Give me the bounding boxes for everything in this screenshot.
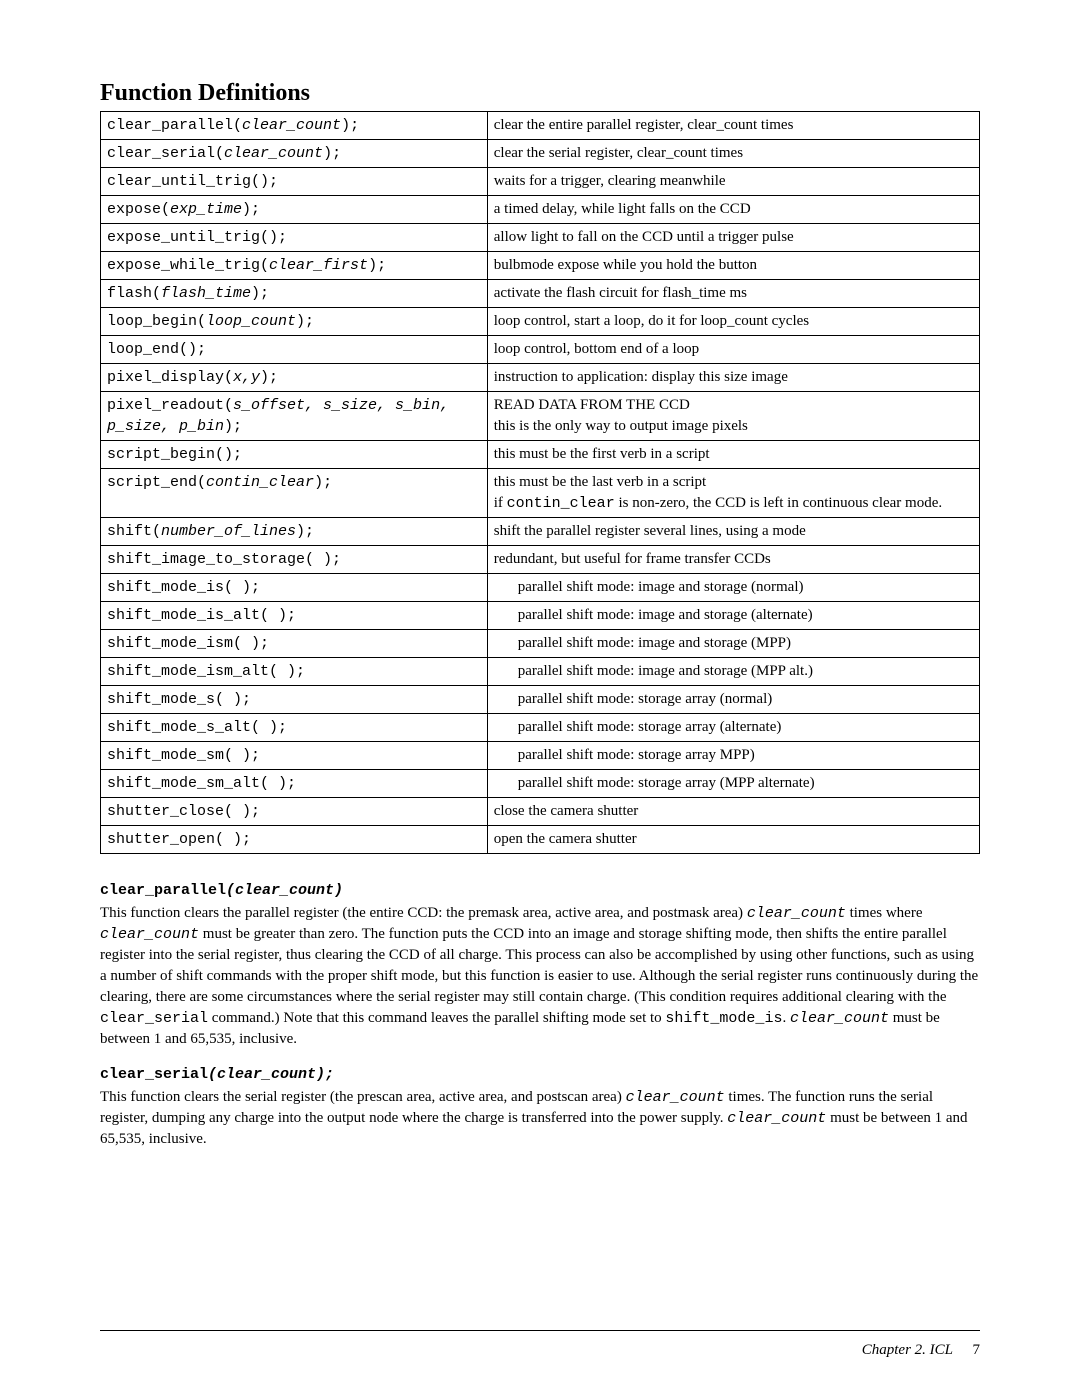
function-signature: shift_image_to_storage( ); — [101, 546, 488, 574]
section-heading: Function Definitions — [100, 80, 980, 107]
function-signature: pixel_readout(s_offset, s_size, s_bin, p… — [101, 392, 488, 441]
function-signature: loop_begin(loop_count); — [101, 308, 488, 336]
function-description: loop control, bottom end of a loop — [487, 336, 979, 364]
table-row: shift_mode_is_alt( );parallel shift mode… — [101, 602, 980, 630]
function-description: instruction to application: display this… — [487, 364, 979, 392]
function-signature: shutter_open( ); — [101, 826, 488, 854]
table-row: shutter_close( );close the camera shutte… — [101, 798, 980, 826]
function-description: open the camera shutter — [487, 826, 979, 854]
table-row: shift_mode_s( );parallel shift mode: sto… — [101, 686, 980, 714]
function-signature: shift_mode_ism( ); — [101, 630, 488, 658]
function-signature: loop_end(); — [101, 336, 488, 364]
function-signature: shift_mode_is( ); — [101, 574, 488, 602]
detail-title-func: clear_serial — [100, 1066, 208, 1083]
function-signature: shift_mode_sm( ); — [101, 742, 488, 770]
table-row: pixel_display(x,y);instruction to applic… — [101, 364, 980, 392]
function-signature: script_begin(); — [101, 441, 488, 469]
table-row: flash(flash_time);activate the flash cir… — [101, 280, 980, 308]
function-signature: clear_serial(clear_count); — [101, 140, 488, 168]
function-signature: shift_mode_sm_alt( ); — [101, 770, 488, 798]
function-description: bulbmode expose while you hold the butto… — [487, 252, 979, 280]
function-description: parallel shift mode: storage array MPP) — [487, 742, 979, 770]
table-row: clear_parallel(clear_count);clear the en… — [101, 112, 980, 140]
function-signature: shutter_close( ); — [101, 798, 488, 826]
function-description: close the camera shutter — [487, 798, 979, 826]
table-row: shift_mode_sm( );parallel shift mode: st… — [101, 742, 980, 770]
function-description: parallel shift mode: storage array (norm… — [487, 686, 979, 714]
function-signature: clear_until_trig(); — [101, 168, 488, 196]
table-row: shift_image_to_storage( );redundant, but… — [101, 546, 980, 574]
function-description: shift the parallel register several line… — [487, 518, 979, 546]
detail-clear-parallel: clear_parallel(clear_count) This functio… — [100, 882, 980, 1050]
table-row: clear_until_trig();waits for a trigger, … — [101, 168, 980, 196]
table-row: expose_until_trig();allow light to fall … — [101, 224, 980, 252]
footer-divider — [100, 1330, 980, 1331]
table-row: expose_while_trig(clear_first);bulbmode … — [101, 252, 980, 280]
function-description: parallel shift mode: storage array (MPP … — [487, 770, 979, 798]
function-description: redundant, but useful for frame transfer… — [487, 546, 979, 574]
table-row: shutter_open( );open the camera shutter — [101, 826, 980, 854]
function-signature: shift_mode_is_alt( ); — [101, 602, 488, 630]
table-row: shift_mode_is( );parallel shift mode: im… — [101, 574, 980, 602]
detail-clear-serial: clear_serial(clear_count); This function… — [100, 1066, 980, 1150]
function-description: this must be the first verb in a script — [487, 441, 979, 469]
table-row: script_begin();this must be the first ve… — [101, 441, 980, 469]
function-signature: expose_while_trig(clear_first); — [101, 252, 488, 280]
function-signature: pixel_display(x,y); — [101, 364, 488, 392]
table-row: script_end(contin_clear);this must be th… — [101, 469, 980, 518]
table-row: shift_mode_sm_alt( );parallel shift mode… — [101, 770, 980, 798]
detail-title: clear_parallel(clear_count) — [100, 882, 980, 899]
detail-title: clear_serial(clear_count); — [100, 1066, 980, 1083]
footer-chapter: Chapter 2. ICL — [862, 1342, 953, 1358]
function-signature: shift_mode_s_alt( ); — [101, 714, 488, 742]
function-signature: shift(number_of_lines); — [101, 518, 488, 546]
function-description: loop control, start a loop, do it for lo… — [487, 308, 979, 336]
function-signature: script_end(contin_clear); — [101, 469, 488, 518]
function-signature: flash(flash_time); — [101, 280, 488, 308]
function-description: a timed delay, while light falls on the … — [487, 196, 979, 224]
function-description: parallel shift mode: image and storage (… — [487, 574, 979, 602]
function-description: clear the entire parallel register, clea… — [487, 112, 979, 140]
function-signature: expose(exp_time); — [101, 196, 488, 224]
table-row: clear_serial(clear_count);clear the seri… — [101, 140, 980, 168]
detail-title-param: (clear_count); — [208, 1066, 334, 1083]
table-row: shift(number_of_lines);shift the paralle… — [101, 518, 980, 546]
page-footer: Chapter 2. ICL 7 — [862, 1342, 980, 1359]
detail-title-param: (clear_count) — [226, 882, 343, 899]
footer-page-number: 7 — [973, 1342, 981, 1358]
function-description: allow light to fall on the CCD until a t… — [487, 224, 979, 252]
function-signature: shift_mode_s( ); — [101, 686, 488, 714]
table-row: shift_mode_ism_alt( );parallel shift mod… — [101, 658, 980, 686]
function-description: READ DATA FROM THE CCDthis is the only w… — [487, 392, 979, 441]
function-description: clear the serial register, clear_count t… — [487, 140, 979, 168]
table-row: loop_begin(loop_count);loop control, sta… — [101, 308, 980, 336]
detail-body: This function clears the parallel regist… — [100, 903, 980, 1050]
function-signature: shift_mode_ism_alt( ); — [101, 658, 488, 686]
function-description: parallel shift mode: storage array (alte… — [487, 714, 979, 742]
table-row: shift_mode_s_alt( );parallel shift mode:… — [101, 714, 980, 742]
function-description: activate the flash circuit for flash_tim… — [487, 280, 979, 308]
function-description: parallel shift mode: image and storage (… — [487, 630, 979, 658]
function-description: waits for a trigger, clearing meanwhile — [487, 168, 979, 196]
table-row: expose(exp_time);a timed delay, while li… — [101, 196, 980, 224]
function-description: parallel shift mode: image and storage (… — [487, 602, 979, 630]
function-description: parallel shift mode: image and storage (… — [487, 658, 979, 686]
detail-title-func: clear_parallel — [100, 882, 226, 899]
detail-body: This function clears the serial register… — [100, 1087, 980, 1150]
table-row: shift_mode_ism( );parallel shift mode: i… — [101, 630, 980, 658]
function-description: this must be the last verb in a scriptif… — [487, 469, 979, 518]
table-row: pixel_readout(s_offset, s_size, s_bin, p… — [101, 392, 980, 441]
function-signature: clear_parallel(clear_count); — [101, 112, 488, 140]
function-definitions-table: clear_parallel(clear_count);clear the en… — [100, 111, 980, 854]
function-signature: expose_until_trig(); — [101, 224, 488, 252]
table-row: loop_end();loop control, bottom end of a… — [101, 336, 980, 364]
